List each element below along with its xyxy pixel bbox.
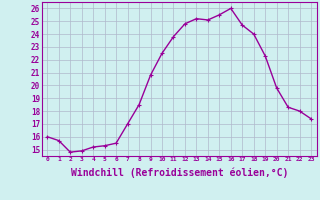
X-axis label: Windchill (Refroidissement éolien,°C): Windchill (Refroidissement éolien,°C) <box>70 168 288 178</box>
